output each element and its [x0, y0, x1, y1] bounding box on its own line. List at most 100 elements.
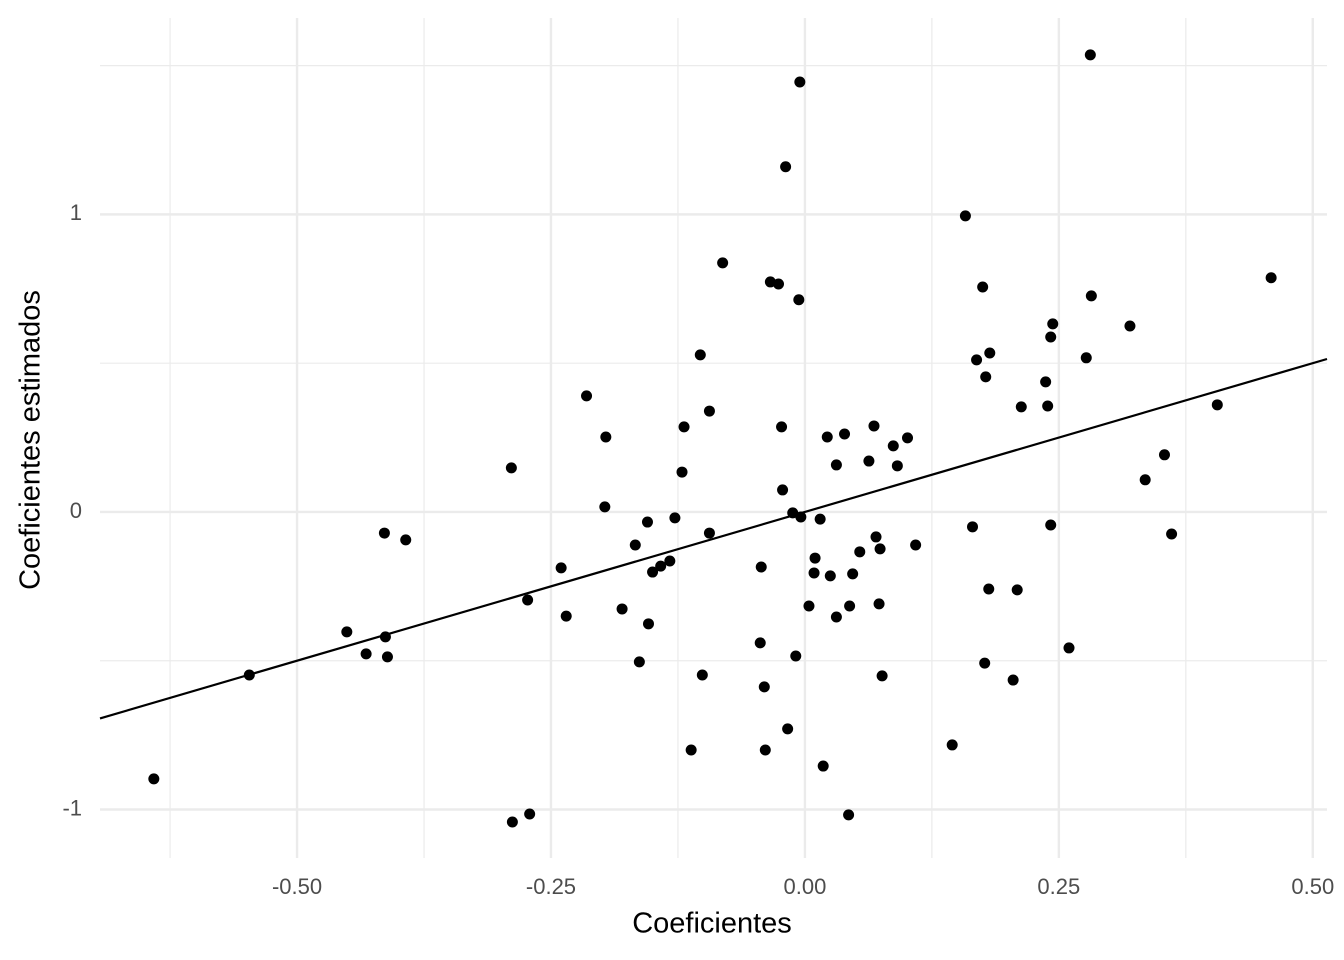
point	[980, 371, 992, 383]
point	[983, 583, 995, 595]
point	[843, 809, 855, 821]
point	[703, 527, 715, 539]
point	[814, 513, 826, 525]
y-axis-title: Coeficientes estimados	[15, 290, 47, 590]
x-axis-title: Coeficientes	[632, 908, 792, 940]
point	[1139, 474, 1151, 486]
point	[979, 657, 991, 669]
point	[910, 539, 922, 551]
point	[847, 568, 859, 580]
point	[1063, 642, 1075, 654]
point	[581, 390, 593, 402]
point	[633, 656, 645, 668]
point	[1080, 352, 1092, 364]
point	[984, 347, 996, 359]
point	[758, 681, 770, 693]
point	[641, 516, 653, 528]
point	[400, 534, 412, 546]
point	[790, 650, 802, 662]
point	[759, 744, 771, 756]
point	[341, 626, 353, 638]
point	[891, 460, 903, 472]
point	[755, 561, 767, 573]
point	[977, 281, 989, 293]
point	[148, 773, 160, 785]
point	[642, 618, 654, 630]
x-tick-label: -0.25	[526, 874, 576, 899]
point	[1047, 318, 1059, 330]
point	[669, 512, 681, 524]
x-tick-label: 0.50	[1291, 874, 1334, 899]
point	[599, 501, 611, 513]
point	[676, 466, 688, 478]
point	[505, 462, 517, 474]
point	[560, 610, 572, 622]
point	[876, 670, 888, 682]
point	[1015, 401, 1027, 413]
point	[694, 349, 706, 361]
point	[824, 570, 836, 582]
point	[844, 600, 856, 612]
point	[381, 651, 393, 663]
point	[794, 76, 806, 88]
x-tick-label: 0.25	[1037, 874, 1080, 899]
point	[863, 455, 875, 467]
point	[780, 161, 792, 173]
point	[902, 432, 914, 444]
point	[868, 420, 880, 432]
fit-line	[99, 357, 1328, 720]
point	[1040, 376, 1052, 388]
point	[959, 210, 971, 222]
point	[874, 543, 886, 555]
point	[616, 603, 628, 615]
point	[817, 760, 829, 772]
point	[717, 257, 729, 269]
point	[795, 511, 807, 523]
point	[1158, 449, 1170, 461]
point	[887, 440, 899, 452]
point	[1045, 331, 1057, 343]
point	[830, 611, 842, 623]
point	[873, 598, 885, 610]
point	[1084, 49, 1096, 61]
x-tick-label: -0.50	[272, 874, 322, 899]
point	[1211, 399, 1223, 411]
y-tick-label: 0	[70, 498, 82, 523]
point	[793, 294, 805, 306]
point	[782, 723, 794, 735]
point	[946, 739, 958, 751]
point	[808, 567, 820, 579]
point	[1011, 584, 1023, 596]
point	[803, 600, 815, 612]
point	[360, 648, 372, 660]
point	[600, 431, 612, 443]
point	[629, 539, 641, 551]
point	[696, 669, 708, 681]
point	[870, 531, 882, 543]
point	[754, 637, 766, 649]
point	[830, 459, 842, 471]
point	[971, 354, 983, 366]
point	[854, 546, 866, 558]
point	[524, 808, 536, 820]
point	[1045, 519, 1057, 531]
point	[243, 669, 255, 681]
point	[787, 507, 799, 519]
point	[1265, 272, 1277, 284]
point	[1124, 320, 1136, 332]
point	[506, 816, 518, 828]
point	[773, 278, 785, 290]
point	[776, 421, 788, 433]
point	[703, 405, 715, 417]
point	[839, 428, 851, 440]
point	[967, 521, 979, 533]
point	[379, 631, 391, 643]
y-tick-label: 1	[70, 200, 82, 225]
point	[821, 431, 833, 443]
point	[678, 421, 690, 433]
point	[1042, 400, 1054, 412]
point	[378, 527, 390, 539]
point	[1166, 528, 1178, 540]
x-tick-label: 0.00	[784, 874, 827, 899]
